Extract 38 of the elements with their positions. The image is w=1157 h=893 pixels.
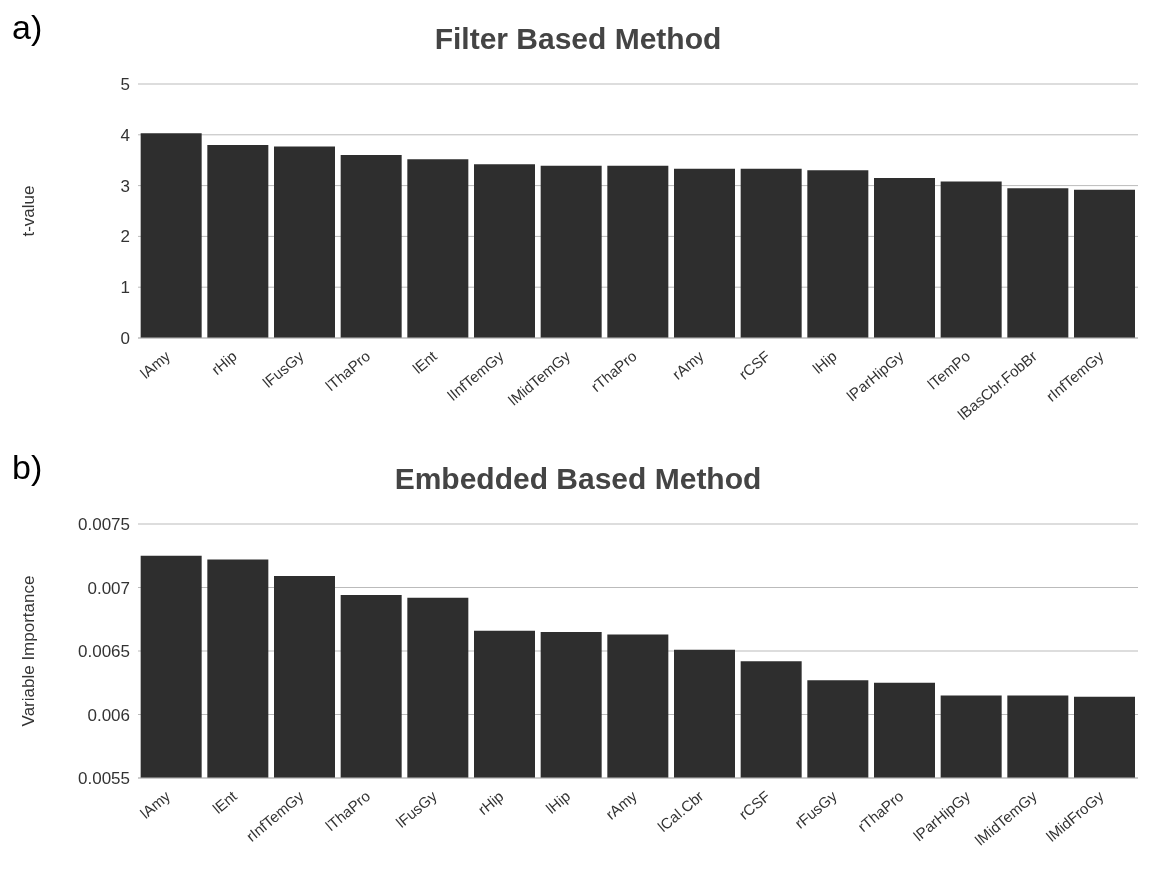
x-tick-label: lEnt [209, 786, 241, 817]
y-tick-label: 0.0065 [78, 642, 130, 662]
y-tick-label: 5 [120, 75, 130, 95]
y-tick-label: 0.0055 [78, 769, 130, 789]
y-tick-label: 0.007 [87, 578, 130, 598]
y-tick-label: 0.0075 [78, 515, 130, 535]
bar [207, 144, 269, 338]
bar [340, 155, 402, 338]
y-tick-label: 3 [120, 176, 130, 196]
x-tick-label: rHip [474, 787, 507, 818]
bar [140, 133, 202, 338]
y-tick-label: 1 [120, 278, 130, 298]
y-axis-title: t-value [19, 185, 39, 237]
text: b) [12, 448, 43, 487]
y-axis-title: Variable Importance [19, 575, 39, 727]
bar [807, 170, 869, 338]
bar [940, 181, 1002, 338]
bar [1074, 189, 1135, 338]
chart-title: Embedded Based Method [394, 462, 762, 495]
text: a) [12, 8, 43, 47]
bar [540, 165, 602, 338]
bar [674, 168, 735, 338]
bar [474, 164, 535, 338]
x-tick-label: lEnt [409, 346, 441, 377]
y-tick-label: 2 [120, 227, 130, 247]
bar [874, 177, 935, 338]
y-tick-label: 0.006 [87, 705, 130, 725]
bar [1007, 188, 1069, 338]
chart-title: Filter Based Method [434, 22, 722, 55]
y-tick-label: 0 [120, 329, 130, 349]
bar [407, 159, 469, 338]
bar [274, 146, 335, 338]
x-tick-label: rHip [207, 347, 240, 378]
bar [740, 168, 802, 338]
bar [607, 165, 669, 338]
x-tick-label: lHip [542, 787, 574, 817]
y-tick-label: 4 [120, 125, 130, 145]
x-tick-label: lHip [809, 347, 840, 377]
